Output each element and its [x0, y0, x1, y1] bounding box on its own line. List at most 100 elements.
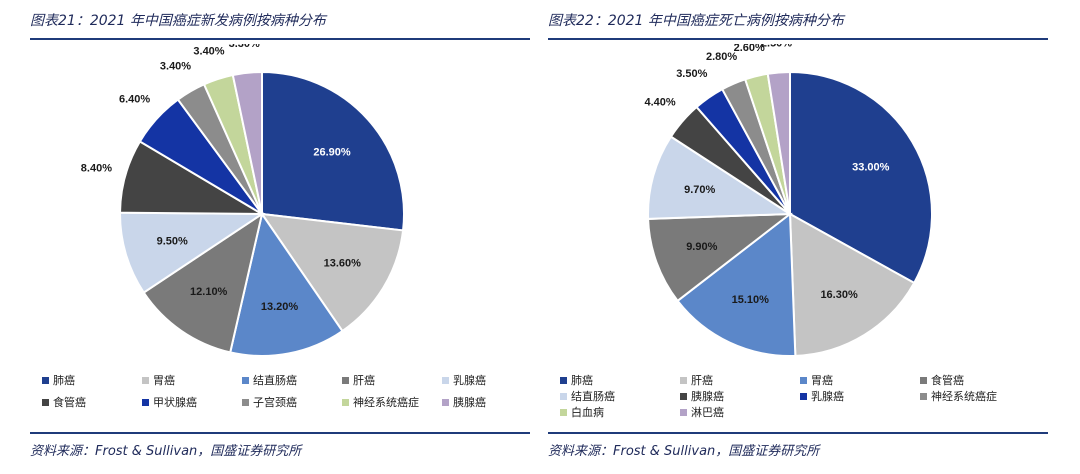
data-label: 3.50% [676, 68, 707, 80]
legend-item: 乳腺癌 [442, 372, 486, 388]
legend-swatch [342, 398, 349, 406]
pie-slice-10 [231, 70, 263, 215]
legend-item: 甲状腺癌 [142, 394, 197, 410]
legend-label: 子宫颈癌 [253, 396, 297, 409]
chart-panel-deaths: 图表22：2021 年中国癌症死亡病例按病种分布 33.00% 16.30% 15.… [548, 0, 1048, 474]
data-label: 13.20% [261, 301, 299, 313]
legend-swatch [800, 392, 807, 400]
title-divider [30, 38, 530, 40]
legend-item: 食管癌 [920, 372, 964, 388]
data-label: 16.30% [820, 289, 858, 301]
legend-item: 神经系统癌症 [920, 388, 997, 404]
pie-slice-4 [647, 212, 794, 303]
pie-slice-3 [676, 212, 797, 357]
title-divider [548, 38, 1048, 40]
data-label: 8.40% [81, 163, 112, 175]
legend-item: 肝癌 [680, 372, 713, 388]
chart-title: 图表22：2021 年中国癌症死亡病例按病种分布 [548, 13, 844, 29]
data-label: 15.10% [732, 294, 770, 306]
legend-item: 结直肠癌 [560, 388, 615, 404]
data-label: 26.90% [313, 147, 351, 159]
pie-slice-4 [142, 211, 264, 354]
legend-label: 胃癌 [153, 374, 175, 387]
legend-item: 肺癌 [42, 372, 75, 388]
legend-label: 食管癌 [53, 396, 86, 409]
pie-slice-1 [261, 70, 405, 232]
data-label: 2.60% [734, 44, 765, 54]
source-divider [30, 432, 530, 434]
data-label: 9.50% [157, 236, 188, 248]
legend-label: 神经系统癌症 [353, 396, 419, 409]
pie-slice-2 [259, 212, 405, 333]
legend-label: 食管癌 [931, 374, 964, 387]
pie-chart-new-cases: 26.90% 13.60% 13.20% 12.10% 9.50% 8.40% 6.40% 3… [81, 44, 405, 357]
data-label: 2.50% [761, 44, 792, 50]
legend-swatch [42, 398, 49, 406]
pie-slice-10 [766, 70, 791, 215]
data-label: 9.90% [686, 241, 717, 253]
chart-panel-new-cases: 图表21：2021 年中国癌症新发病例按病种分布 26.90% 13.60% 13.… [30, 0, 530, 474]
legend-label: 肺癌 [571, 374, 593, 387]
source-note: 资料来源：Frost & Sullivan，国盛证券研究所 [30, 444, 302, 459]
data-label: 2.80% [706, 51, 737, 63]
data-label: 33.00% [852, 162, 890, 174]
legend-item: 白血病 [560, 404, 604, 420]
legend-swatch [342, 376, 349, 384]
legend-label: 神经系统癌症 [931, 390, 997, 403]
legend-item: 结直肠癌 [242, 372, 297, 388]
pie-slice-5 [647, 135, 794, 220]
source-note: 资料来源：Frost & Sullivan，国盛证券研究所 [548, 444, 820, 459]
legend-swatch [242, 398, 249, 406]
source-divider [548, 432, 1048, 434]
legend-swatch [560, 376, 567, 384]
legend-label: 肺癌 [53, 374, 75, 387]
legend-swatch [800, 376, 807, 384]
legend-swatch [680, 376, 687, 384]
pie-slice-5 [119, 211, 266, 294]
data-label: 13.60% [324, 257, 362, 269]
legend-swatch [920, 376, 927, 384]
data-label: 3.40% [160, 60, 191, 72]
legend-item: 淋巴癌 [680, 404, 724, 420]
pie-chart-deaths: 33.00% 16.30% 15.10% 9.90% 9.70% 4.40% 3.50% 2.… [644, 44, 933, 357]
legend-label: 胰腺癌 [453, 396, 486, 409]
legend-item: 胃癌 [142, 372, 175, 388]
legend-item: 胰腺癌 [680, 388, 724, 404]
data-label: 3.30% [229, 44, 260, 50]
pie-slice-2 [788, 212, 916, 357]
legend-swatch [920, 392, 927, 400]
legend-swatch [560, 392, 567, 400]
data-label: 3.40% [193, 45, 224, 57]
legend-swatch [142, 398, 149, 406]
legend-item: 食管癌 [42, 394, 86, 410]
legend-swatch [560, 408, 567, 416]
legend-item: 乳腺癌 [800, 388, 844, 404]
legend-swatch [680, 392, 687, 400]
legend-swatch [242, 376, 249, 384]
legend-label: 胃癌 [811, 374, 833, 387]
data-label: 6.40% [119, 93, 150, 105]
legend-swatch [42, 376, 49, 384]
pie-slice-3 [229, 211, 344, 357]
legend-swatch [142, 376, 149, 384]
legend-item: 肺癌 [560, 372, 593, 388]
legend-label: 甲状腺癌 [153, 396, 197, 409]
legend-label: 胰腺癌 [691, 390, 724, 403]
legend-label: 结直肠癌 [253, 374, 297, 387]
legend-label: 肝癌 [691, 374, 713, 387]
legend-item: 胃癌 [800, 372, 833, 388]
legend-item: 子宫颈癌 [242, 394, 297, 410]
data-label: 9.70% [684, 184, 715, 196]
legend-label: 乳腺癌 [811, 390, 844, 403]
legend-swatch [442, 376, 449, 384]
legend-swatch [442, 398, 449, 406]
pie-slice-1 [789, 70, 933, 285]
legend-swatch [680, 408, 687, 416]
data-label: 12.10% [190, 286, 228, 298]
legend-label: 白血病 [571, 406, 604, 419]
legend-item: 胰腺癌 [442, 394, 486, 410]
legend-label: 肝癌 [353, 374, 375, 387]
data-label: 4.40% [644, 96, 675, 108]
legend-item: 肝癌 [342, 372, 375, 388]
legend-label: 结直肠癌 [571, 390, 615, 403]
